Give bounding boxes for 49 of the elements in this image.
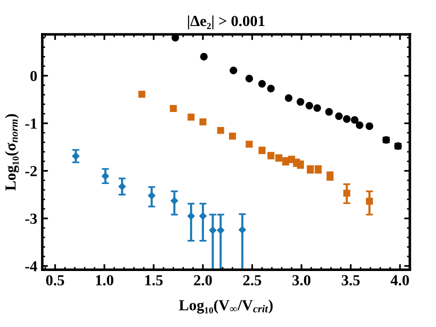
y-tick-label: -4 bbox=[25, 261, 38, 272]
point bbox=[199, 212, 207, 220]
chart-title: |Δe₂| > 0.001 bbox=[188, 15, 264, 30]
point bbox=[138, 90, 146, 98]
point bbox=[118, 182, 126, 190]
point bbox=[72, 152, 80, 160]
point bbox=[342, 115, 351, 123]
point bbox=[148, 192, 156, 200]
point bbox=[238, 226, 246, 234]
y-tick-label: -3 bbox=[25, 214, 37, 224]
point bbox=[325, 108, 333, 116]
point bbox=[188, 114, 195, 121]
point bbox=[217, 226, 224, 234]
y-axis-title: Log₁₀(σ$_{norm}$) bbox=[4, 114, 19, 191]
point bbox=[356, 121, 364, 129]
point bbox=[245, 74, 254, 82]
point bbox=[170, 197, 178, 204]
point bbox=[200, 52, 208, 61]
point bbox=[199, 118, 206, 126]
x-tick-label: 1.0 bbox=[96, 275, 114, 286]
point bbox=[296, 98, 304, 106]
point bbox=[350, 116, 358, 124]
x-axis-title: Log₁₀(V$_{∞}$/V$_{crit}$) bbox=[179, 300, 273, 314]
x-tick-label: 3.0 bbox=[292, 275, 310, 286]
point bbox=[284, 94, 292, 102]
x-tick-label: 2.5 bbox=[243, 275, 262, 286]
point bbox=[366, 122, 374, 130]
point bbox=[170, 105, 177, 112]
point bbox=[258, 80, 266, 88]
y-tick-label: -2 bbox=[25, 166, 37, 176]
x-tick-label: 3.5 bbox=[342, 275, 360, 286]
point bbox=[306, 102, 314, 110]
point bbox=[217, 126, 224, 134]
x-tick-label: 4.0 bbox=[390, 275, 409, 286]
point bbox=[313, 104, 322, 112]
y-tick-label: 0 bbox=[30, 70, 37, 82]
point bbox=[335, 112, 343, 120]
x-tick-label: 2.0 bbox=[194, 275, 212, 286]
point bbox=[366, 198, 373, 205]
point bbox=[209, 226, 216, 234]
x-tick-label: 0.5 bbox=[46, 275, 64, 286]
point bbox=[267, 84, 275, 92]
point bbox=[102, 172, 109, 180]
point bbox=[343, 190, 350, 197]
point bbox=[229, 132, 236, 140]
point bbox=[230, 66, 238, 74]
point bbox=[187, 212, 195, 220]
y-tick-label: -1 bbox=[25, 118, 37, 129]
x-tick-label: 1.5 bbox=[145, 275, 163, 286]
